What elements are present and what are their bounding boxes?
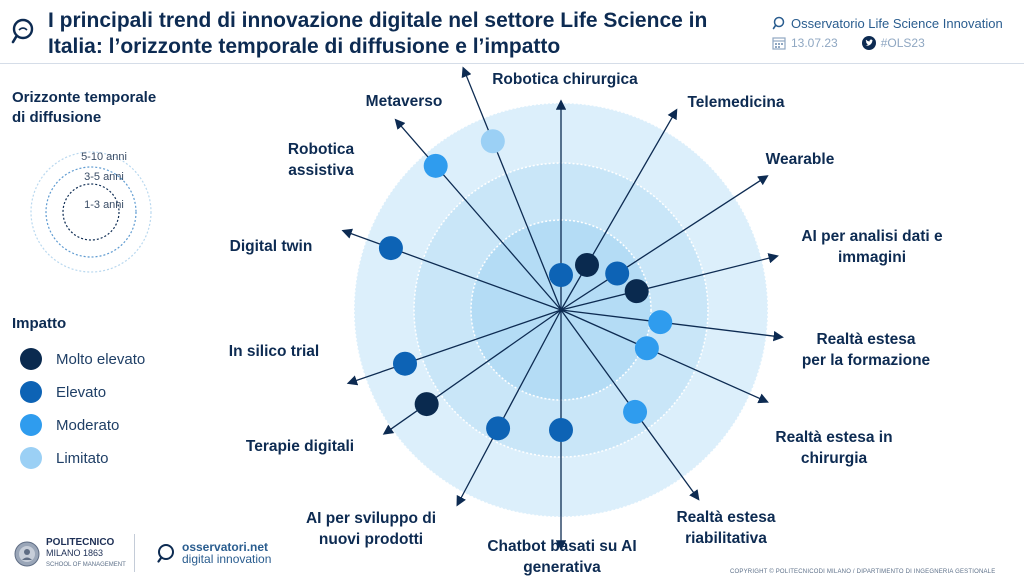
- hashtag-item: #OLS23: [861, 36, 925, 50]
- legend-ring-label-middle: 3-5 anni: [84, 171, 124, 183]
- header-divider: [0, 63, 1024, 64]
- label-metaverso: Metaverso: [366, 93, 443, 110]
- impact-legend-dot: [20, 414, 42, 436]
- page-title-line1: I principali trend di innovazione digita…: [48, 9, 708, 32]
- magnifier-logo-icon: [11, 18, 34, 44]
- horizon-legend-title: Orizzonte temporale di diffusione: [12, 88, 156, 128]
- osservatori-line2: digital innovation: [182, 552, 272, 566]
- osservatori-text: osservatori.net digital innovation: [182, 541, 271, 565]
- spoke-telemedicina: [560, 108, 678, 311]
- osservatori-line1: osservatori.net: [182, 540, 269, 554]
- label-in-silico-trial: In silico trial: [229, 343, 319, 360]
- label-realt-estesa-in-chirurgia: Realtà estesa in chirurgia: [775, 429, 892, 467]
- impact-legend-label: Moderato: [56, 416, 120, 434]
- impact-legend-dot: [20, 348, 42, 370]
- dot-telemedicina: [575, 252, 599, 277]
- dot-robotica-chirurgica: [549, 263, 573, 287]
- osservatori-magnifier-icon: [157, 544, 174, 563]
- spoke-in-silico-trial: [346, 309, 562, 386]
- radar-labels: Robotica chirurgica Telemedicina Wearable A…: [229, 71, 943, 576]
- label-terapie-digitali: Terapie digitali: [246, 438, 354, 455]
- impact-legend-title: Impatto: [12, 315, 67, 332]
- impact-legend-label: Molto elevato: [56, 350, 146, 368]
- dot-realt-estesa-per-la-formazione: [648, 310, 673, 335]
- dot-digital-twin: [378, 236, 403, 261]
- label-telemedicina: Telemedicina: [687, 94, 784, 111]
- politecnico-city: MILANO 1863: [46, 548, 104, 558]
- dot-metaverso: [480, 129, 505, 154]
- label-digital-twin: Digital twin: [230, 238, 313, 255]
- label-ai-per-analisi-dati-e-immagini: AI per analisi dati e immagini: [801, 228, 943, 266]
- spoke-ai-per-analisi-dati-e-immagini: [560, 253, 779, 311]
- osservatori-logo: osservatori.net digital innovation: [156, 541, 271, 565]
- legend-ring-middle: [45, 166, 137, 258]
- horizon-legend-rings: 5-10 anni 3-5 anni 1-3 anni: [30, 151, 152, 273]
- legend-ring-label-outer: 5-10 anni: [81, 151, 127, 163]
- dot-in-silico-trial: [392, 351, 417, 376]
- radar-dots: [378, 129, 673, 442]
- label-wearable: Wearable: [766, 151, 835, 168]
- page-title: I principali trend di innovazione digita…: [48, 8, 768, 60]
- politecnico-seal-icon: [14, 541, 40, 567]
- legend-ring-outer: [30, 151, 152, 273]
- spoke-metaverso: [461, 66, 562, 311]
- observatory-magnifier-icon: [772, 16, 785, 30]
- label-robotica-assistiva: Robotica assistiva: [288, 141, 355, 179]
- dot-ai-per-sviluppo-di-nuovi-prodotti: [486, 416, 511, 441]
- date-item: 13.07.23: [772, 36, 838, 50]
- impact-legend-label: Limitato: [56, 449, 109, 467]
- politecnico-school: SCHOOL OF MANAGEMENT: [46, 562, 126, 568]
- spoke-terapie-digitali: [382, 309, 562, 435]
- legend-ring-label-inner: 1-3 anni: [84, 199, 124, 211]
- politecnico-logo: POLITECNICO MILANO 1863 SCHOOL OF MANAGE…: [14, 538, 126, 570]
- spoke-robotica-assistiva: [394, 118, 562, 311]
- dot-realt-estesa-riabilitativa: [623, 399, 648, 424]
- label-realt-estesa-riabilitativa: Realtà estesa riabilitativa: [676, 509, 775, 547]
- dot-terapie-digitali: [414, 392, 439, 417]
- horizon-legend-title-line2: di diffusione: [12, 109, 102, 126]
- meta-row: 13.07.23 #OLS23: [772, 36, 925, 50]
- dot-chatbot-basati-su-ai-generativa: [549, 418, 573, 442]
- date-text: 13.07.23: [791, 36, 838, 50]
- twitter-icon: [861, 36, 876, 50]
- dot-wearable: [605, 261, 630, 286]
- label-robotica-chirurgica: Robotica chirurgica: [492, 71, 638, 88]
- horizon-legend-title-line1: Orizzonte temporale: [12, 89, 157, 106]
- legend-ring-inner: [62, 183, 120, 241]
- spoke-realt-estesa-in-chirurgia: [560, 309, 769, 404]
- calendar-icon: [772, 37, 786, 50]
- impact-legend-molto_elevato: Molto elevato: [20, 348, 145, 370]
- observatory-label: Osservatorio Life Science Innovation: [772, 13, 1003, 33]
- dot-realt-estesa-in-chirurgia: [634, 336, 659, 361]
- impact-legend-label: Elevato: [56, 383, 107, 401]
- label-chatbot-basati-su-ai-generativa: Chatbot basati su AI generativa: [487, 538, 636, 576]
- politecnico-name: POLITECNICO: [46, 537, 115, 548]
- observatory-name: Osservatorio Life Science Innovation: [791, 15, 1003, 31]
- impact-legend-limitato: Limitato: [20, 447, 109, 469]
- impact-legend-dot: [20, 447, 42, 469]
- hashtag-text: #OLS23: [880, 36, 925, 50]
- dot-robotica-assistiva: [423, 153, 448, 178]
- label-realt-estesa-per-la-formazione: Realtà estesa per la formazione: [802, 331, 931, 369]
- footer-separator: [134, 534, 135, 572]
- impact-legend-dot: [20, 381, 42, 403]
- politecnico-text: POLITECNICO MILANO 1863 SCHOOL OF MANAGE…: [46, 538, 126, 570]
- spoke-ai-per-sviluppo-di-nuovi-prodotti: [456, 309, 562, 507]
- impact-legend-moderato: Moderato: [20, 414, 119, 436]
- page-title-line2: Italia: l’orizzonte temporale di diffusi…: [48, 35, 561, 58]
- spoke-wearable: [560, 175, 769, 311]
- copyright-text: COPYRIGHT © POLITECNICODI MILANO / DIPAR…: [730, 569, 996, 575]
- dot-ai-per-analisi-dati-e-immagini: [624, 279, 649, 304]
- label-ai-per-sviluppo-di-nuovi-prodotti: AI per sviluppo di nuovi prodotti: [306, 510, 436, 548]
- impact-legend-elevato: Elevato: [20, 381, 106, 403]
